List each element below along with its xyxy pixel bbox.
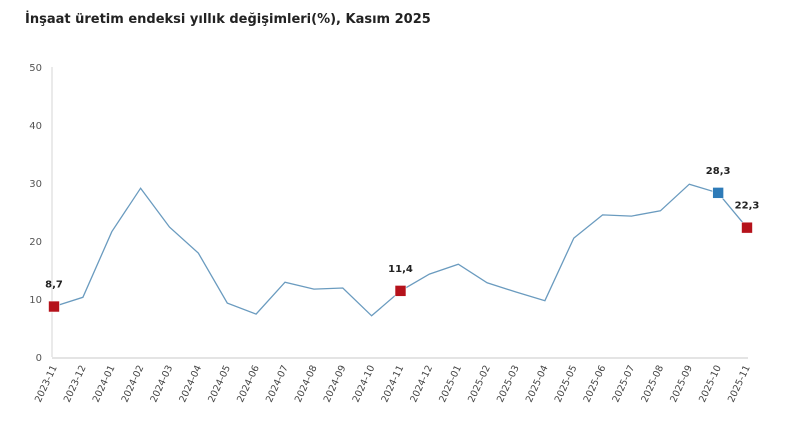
data-point-marker — [712, 187, 724, 199]
x-tick-label: 2025-03 — [495, 364, 522, 405]
x-tick-label: 2024-05 — [206, 364, 233, 405]
x-tick-label: 2024-08 — [293, 364, 320, 405]
x-tick-label: 2025-07 — [610, 364, 637, 405]
x-tick-label: 2025-10 — [697, 364, 724, 405]
x-tick-label: 2025-04 — [524, 364, 551, 405]
y-tick-label: 10 — [29, 295, 42, 306]
data-point-marker — [48, 300, 60, 313]
data-label: 8,7 — [45, 280, 63, 291]
x-tick-label: 2024-03 — [148, 364, 175, 405]
data-label: 22,3 — [735, 201, 760, 212]
x-tick-label: 2025-06 — [582, 364, 609, 405]
data-label: 11,4 — [388, 264, 413, 275]
y-tick-label: 0 — [36, 353, 42, 364]
x-tick-label: 2024-09 — [322, 364, 349, 405]
x-tick-label: 2025-09 — [668, 364, 695, 405]
x-tick-label: 2024-11 — [379, 364, 406, 405]
x-tick-label: 2025-05 — [553, 364, 580, 405]
x-tick-label: 2025-08 — [639, 364, 666, 405]
y-tick-label: 20 — [29, 237, 42, 248]
x-tick-label: 2025-11 — [726, 364, 753, 405]
data-point-marker — [394, 285, 407, 297]
x-tick-label: 2024-01 — [91, 364, 118, 405]
data-point-marker — [741, 221, 753, 234]
data-label: 28,3 — [706, 166, 731, 177]
x-tick-label: 2025-01 — [437, 364, 464, 405]
y-tick-label: 40 — [29, 121, 42, 132]
y-tick-label: 30 — [29, 179, 42, 190]
y-tick-label: 50 — [29, 63, 42, 74]
x-tick-label: 2024-12 — [408, 364, 435, 405]
x-tick-label: 2024-06 — [235, 364, 262, 405]
x-tick-label: 2024-10 — [351, 364, 378, 405]
x-tick-label: 2024-02 — [120, 364, 147, 405]
x-tick-label: 2025-02 — [466, 364, 493, 405]
chart-title: İnşaat üretim endeksi yıllık değişimleri… — [25, 12, 431, 27]
x-tick-label: 2023-12 — [62, 364, 89, 405]
x-tick-label: 2023-11 — [33, 364, 60, 405]
x-tick-label: 2024-07 — [264, 364, 291, 405]
x-tick-label: 2024-04 — [177, 364, 204, 405]
